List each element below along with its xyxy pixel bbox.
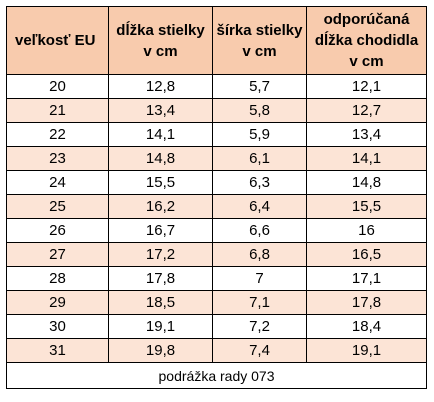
cell-insole-length: 16,2 <box>108 194 213 219</box>
cell-size-eu: 27 <box>6 242 109 267</box>
cell-foot-length: 14,8 <box>306 170 427 195</box>
table-row: 23 14,8 6,1 14,1 <box>6 146 427 171</box>
cell-size-eu: 26 <box>6 218 109 243</box>
table-row: 26 16,7 6,6 16 <box>6 218 427 243</box>
cell-insole-length: 12,8 <box>108 74 213 99</box>
cell-foot-length: 13,4 <box>306 122 427 147</box>
header-row: veľkosť EU dĺžka stielky v cm šírka stie… <box>6 6 427 75</box>
cell-insole-length: 16,7 <box>108 218 213 243</box>
header-line: dĺžka chodidla <box>314 32 419 49</box>
cell-size-eu: 28 <box>6 266 109 291</box>
table-row: 24 15,5 6,3 14,8 <box>6 170 427 195</box>
header-line: v cm <box>143 42 178 60</box>
table-row: 29 18,5 7,1 17,8 <box>6 290 427 315</box>
cell-insole-length: 14,1 <box>108 122 213 147</box>
header-line: v cm <box>349 53 384 70</box>
table-row: 28 17,8 7 17,1 <box>6 266 427 291</box>
cell-insole-length: 19,1 <box>108 314 213 339</box>
cell-insole-length: 17,8 <box>108 266 213 291</box>
cell-foot-length: 19,1 <box>306 338 427 363</box>
footnote-row: podrážka rady 073 <box>6 362 427 389</box>
table-body: 20 12,8 5,7 12,1 21 13,4 5,8 12,7 22 14,1 5,9 13,4 2… <box>6 74 427 363</box>
cell-insole-length: 14,8 <box>108 146 213 171</box>
cell-insole-width: 5,9 <box>212 122 307 147</box>
header-line: šírka stielky <box>216 21 303 39</box>
cell-insole-width: 6,8 <box>212 242 307 267</box>
cell-foot-length: 16 <box>306 218 427 243</box>
header-recommended-foot-length: odporúčaná dĺžka chodidla v cm <box>306 6 427 75</box>
header-size-eu: veľkosť EU <box>6 6 109 75</box>
cell-foot-length: 17,1 <box>306 266 427 291</box>
cell-size-eu: 29 <box>6 290 109 315</box>
cell-foot-length: 12,1 <box>306 74 427 99</box>
cell-size-eu: 24 <box>6 170 109 195</box>
cell-insole-width: 5,7 <box>212 74 307 99</box>
cell-insole-width: 6,4 <box>212 194 307 219</box>
cell-insole-length: 15,5 <box>108 170 213 195</box>
cell-foot-length: 17,8 <box>306 290 427 315</box>
cell-insole-width: 6,1 <box>212 146 307 171</box>
header-insole-length: dĺžka stielky v cm <box>108 6 213 75</box>
cell-size-eu: 31 <box>6 338 109 363</box>
table-row: 21 13,4 5,8 12,7 <box>6 98 427 123</box>
cell-foot-length: 15,5 <box>306 194 427 219</box>
table-row: 20 12,8 5,7 12,1 <box>6 74 427 99</box>
header-line: odporúčaná <box>323 11 410 28</box>
table-row: 27 17,2 6,8 16,5 <box>6 242 427 267</box>
table-row: 25 16,2 6,4 15,5 <box>6 194 427 219</box>
cell-size-eu: 21 <box>6 98 109 123</box>
cell-size-eu: 22 <box>6 122 109 147</box>
table-header: veľkosť EU dĺžka stielky v cm šírka stie… <box>6 6 427 75</box>
cell-size-eu: 30 <box>6 314 109 339</box>
cell-foot-length: 16,5 <box>306 242 427 267</box>
size-table: veľkosť EU dĺžka stielky v cm šírka stie… <box>6 6 427 389</box>
cell-insole-length: 19,8 <box>108 338 213 363</box>
cell-insole-length: 18,5 <box>108 290 213 315</box>
cell-foot-length: 12,7 <box>306 98 427 123</box>
footnote-text: podrážka rady 073 <box>6 362 427 389</box>
cell-insole-width: 7,4 <box>212 338 307 363</box>
cell-foot-length: 14,1 <box>306 146 427 171</box>
header-insole-width: šírka stielky v cm <box>212 6 307 75</box>
header-line: v cm <box>242 42 277 60</box>
table-row: 22 14,1 5,9 13,4 <box>6 122 427 147</box>
cell-insole-width: 5,8 <box>212 98 307 123</box>
cell-size-eu: 20 <box>6 74 109 99</box>
header-line: dĺžka stielky <box>116 21 205 39</box>
cell-insole-length: 17,2 <box>108 242 213 267</box>
cell-insole-length: 13,4 <box>108 98 213 123</box>
cell-insole-width: 6,6 <box>212 218 307 243</box>
cell-insole-width: 7,1 <box>212 290 307 315</box>
cell-insole-width: 7 <box>212 266 307 291</box>
cell-insole-width: 6,3 <box>212 170 307 195</box>
cell-insole-width: 7,2 <box>212 314 307 339</box>
cell-size-eu: 25 <box>6 194 109 219</box>
header-line: veľkosť EU <box>15 32 96 49</box>
table-row: 31 19,8 7,4 19,1 <box>6 338 427 363</box>
table-footer: podrážka rady 073 <box>6 362 427 389</box>
table-row: 30 19,1 7,2 18,4 <box>6 314 427 339</box>
cell-size-eu: 23 <box>6 146 109 171</box>
cell-foot-length: 18,4 <box>306 314 427 339</box>
